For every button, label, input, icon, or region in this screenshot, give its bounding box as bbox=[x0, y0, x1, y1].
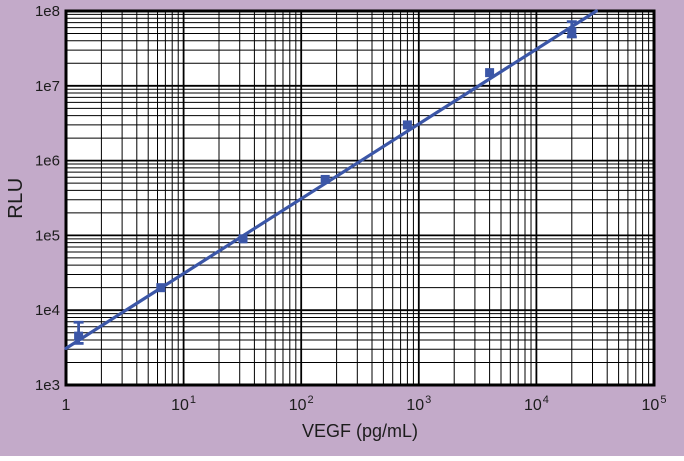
x-tick-label: 105 bbox=[642, 394, 667, 414]
y-tick-label: 1e6 bbox=[35, 153, 60, 170]
data-point-marker bbox=[238, 234, 248, 244]
y-tick-label: 1e8 bbox=[35, 3, 60, 20]
y-axis-title: RLU bbox=[5, 177, 27, 219]
x-tick-label: 104 bbox=[524, 394, 549, 414]
y-tick-label: 1e4 bbox=[35, 302, 60, 319]
y-tick-label: 1e7 bbox=[35, 78, 60, 95]
x-axis-tick-labels: 1 101 102 103 104 105 bbox=[62, 394, 667, 414]
x-tick-label: 102 bbox=[289, 394, 314, 414]
plot-area bbox=[66, 11, 654, 385]
data-point-marker bbox=[320, 174, 330, 184]
y-axis-tick-labels: 1e3 1e4 1e5 1e6 1e7 1e8 bbox=[35, 3, 60, 394]
plot-border bbox=[64, 9, 656, 387]
y-tick-label: 1e5 bbox=[35, 227, 60, 244]
x-tick-label: 1 bbox=[62, 397, 71, 414]
data-point-marker bbox=[156, 283, 166, 293]
x-axis-title: VEGF (pg/mL) bbox=[302, 421, 418, 441]
y-tick-label: 1e3 bbox=[35, 377, 60, 394]
x-tick-label: 103 bbox=[406, 394, 431, 414]
x-tick-label: 101 bbox=[171, 394, 196, 414]
data-point-marker bbox=[402, 120, 412, 130]
data-point-marker bbox=[567, 27, 577, 37]
data-points-group bbox=[74, 27, 577, 341]
data-point-marker bbox=[485, 68, 495, 78]
fit-line-group bbox=[64, 9, 598, 350]
minor-gridlines bbox=[66, 11, 654, 385]
fit-line bbox=[64, 9, 598, 350]
data-point-marker bbox=[74, 331, 84, 341]
